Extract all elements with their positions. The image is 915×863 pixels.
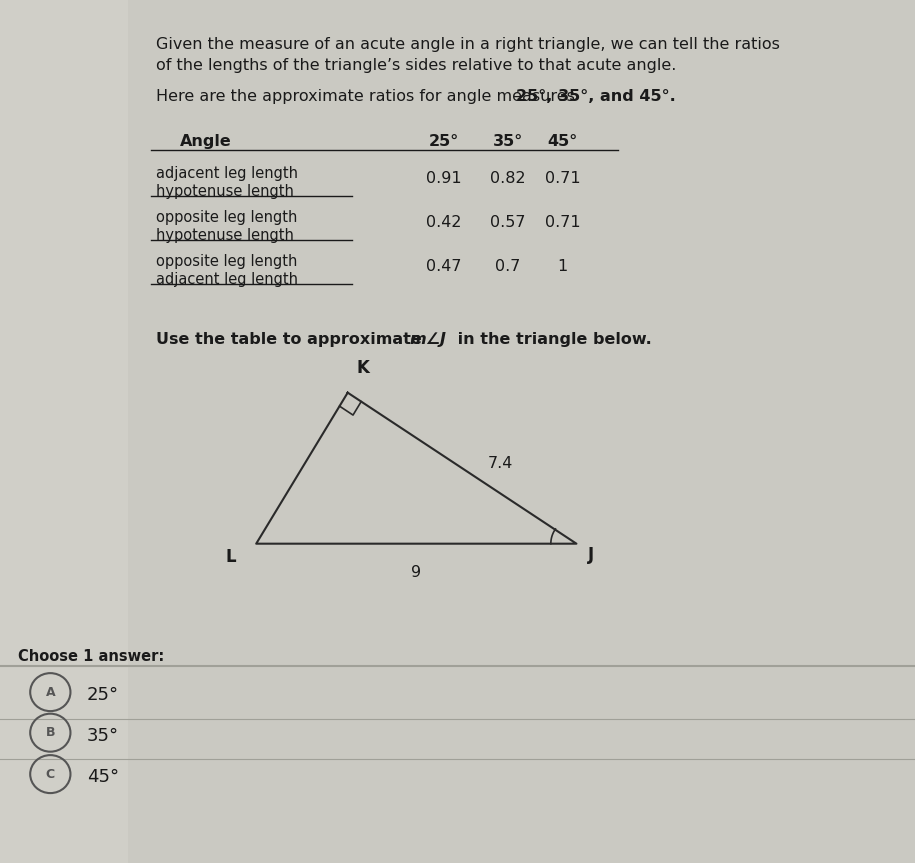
Text: 0.57: 0.57	[490, 215, 525, 230]
Text: 7.4: 7.4	[488, 457, 513, 471]
Text: 35°: 35°	[492, 134, 523, 148]
Text: Angle: Angle	[180, 134, 231, 148]
Text: L: L	[225, 548, 236, 566]
Text: 45°: 45°	[547, 134, 578, 148]
Text: 1: 1	[557, 259, 568, 274]
Text: B: B	[46, 726, 55, 740]
Text: 0.71: 0.71	[545, 215, 580, 230]
Text: in the triangle below.: in the triangle below.	[452, 332, 651, 347]
Text: K: K	[357, 359, 370, 377]
Text: adjacent leg length: adjacent leg length	[156, 272, 297, 287]
Text: C: C	[46, 767, 55, 781]
Text: 25°: 25°	[428, 134, 459, 148]
Text: of the lengths of the triangle’s sides relative to that acute angle.: of the lengths of the triangle’s sides r…	[156, 58, 676, 72]
Text: 0.47: 0.47	[426, 259, 461, 274]
Text: hypotenuse length: hypotenuse length	[156, 184, 294, 198]
Text: Use the table to approximate: Use the table to approximate	[156, 332, 427, 347]
Text: 45°: 45°	[87, 768, 119, 786]
Text: 0.91: 0.91	[426, 171, 461, 186]
Text: J: J	[588, 546, 595, 564]
Text: adjacent leg length: adjacent leg length	[156, 166, 297, 180]
Text: opposite leg length: opposite leg length	[156, 254, 297, 268]
Text: 9: 9	[411, 565, 422, 580]
Text: 0.71: 0.71	[545, 171, 580, 186]
Text: hypotenuse length: hypotenuse length	[156, 228, 294, 243]
Text: Given the measure of an acute angle in a right triangle, we can tell the ratios: Given the measure of an acute angle in a…	[156, 37, 780, 52]
Text: 0.42: 0.42	[426, 215, 461, 230]
Text: A: A	[46, 685, 55, 699]
Text: 0.7: 0.7	[495, 259, 521, 274]
Text: 35°: 35°	[87, 727, 119, 745]
Text: opposite leg length: opposite leg length	[156, 210, 297, 224]
Text: 25°: 25°	[87, 686, 119, 704]
Text: 0.82: 0.82	[490, 171, 525, 186]
Text: 25°, 35°, and 45°.: 25°, 35°, and 45°.	[516, 89, 676, 104]
Text: Choose 1 answer:: Choose 1 answer:	[18, 649, 165, 664]
FancyBboxPatch shape	[128, 0, 915, 863]
Text: Here are the approximate ratios for angle measures: Here are the approximate ratios for angl…	[156, 89, 579, 104]
Text: m∠J: m∠J	[410, 332, 447, 347]
